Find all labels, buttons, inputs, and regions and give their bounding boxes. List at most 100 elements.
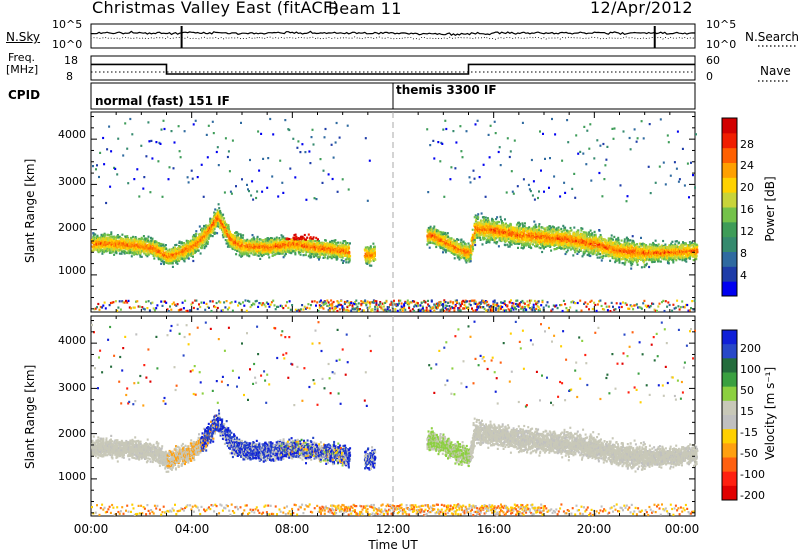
power-cell [427,191,430,194]
power-cell [133,178,136,181]
power-cell [344,243,347,246]
power-cell [272,239,275,242]
power-cell [153,245,156,248]
power-cell [183,254,186,257]
power-cell [339,241,342,244]
power-cell [176,256,179,259]
power-cell [336,190,339,193]
power-cell [136,240,139,243]
power-cell [283,240,286,244]
power-cell [133,248,136,251]
power-cell [346,254,349,257]
power-cell [307,244,310,247]
power-cell [100,235,103,239]
power-cell [427,226,430,230]
power-cell [228,228,230,231]
power-cell [277,245,280,248]
power-cell [95,245,98,248]
power-cell [327,255,330,258]
power-cell [205,133,208,136]
power-cell [342,261,344,264]
power-cell [179,156,182,159]
power-cell [192,252,195,256]
power-cell [142,187,145,190]
power-cell [183,242,185,245]
power-cell [110,247,113,250]
power-cell [93,241,96,244]
power-cell [205,224,208,227]
power-cell [138,195,141,198]
power-cell [202,239,205,242]
power-cell [179,245,182,249]
power-cell [122,238,125,241]
power-cell [442,247,445,250]
power-cell [174,246,176,249]
power-cell [254,242,257,245]
frequency-trace [91,63,695,75]
power-cell [136,168,139,171]
power-cell [198,245,200,248]
power-cell [236,239,239,242]
power-cell [287,244,290,247]
power-cell [118,235,121,238]
power-cell [429,227,432,230]
power-cell [242,234,245,237]
power-cell [332,248,335,251]
power-cell [273,245,276,248]
power-cell [160,258,163,261]
power-cell [454,250,457,253]
power-cell [224,239,227,242]
power-cell [323,136,326,139]
power-cell [230,233,233,236]
power-cell [137,245,140,248]
power-cell [322,247,325,250]
power-cell [181,250,184,253]
power-cell [307,249,310,252]
power-cell [105,201,108,205]
power-cell [237,234,239,237]
power-cell [117,236,120,239]
power-cell [153,249,156,252]
power-cell [229,238,232,241]
power-cell [113,240,116,243]
power-cell [443,237,446,240]
power-cell [147,253,150,256]
power-cell [143,251,146,254]
power-cell [223,220,226,223]
power-cell [112,250,115,253]
power-cell [155,240,158,243]
power-cell [372,258,374,261]
power-cell [302,240,305,243]
power-cell [337,241,340,244]
power-cell [275,238,278,241]
power-cell [332,242,335,245]
power-cell [242,252,245,255]
power-cell [228,239,231,243]
power-cell [275,245,278,248]
power-cell [250,194,253,197]
power-cell [97,238,100,241]
power-cell [214,231,217,234]
power-cell [159,142,162,145]
power-cell [158,141,161,144]
power-cell [457,245,460,248]
power-cell [366,251,369,254]
power-cell [167,178,170,181]
power-cell [184,252,187,255]
power-cell [224,137,227,140]
power-cell [251,180,254,183]
power-cell [315,198,318,201]
power-cell [93,238,96,241]
power-cell [347,248,350,251]
power-cell [298,240,301,243]
power-cell [327,245,330,248]
power-cell [224,221,227,225]
power-cell [339,247,342,250]
power-cell [256,235,259,238]
power-cell [370,264,373,267]
power-cell [140,255,143,258]
power-cell [187,181,190,184]
power-cell [282,191,285,194]
power-cell [306,236,309,239]
